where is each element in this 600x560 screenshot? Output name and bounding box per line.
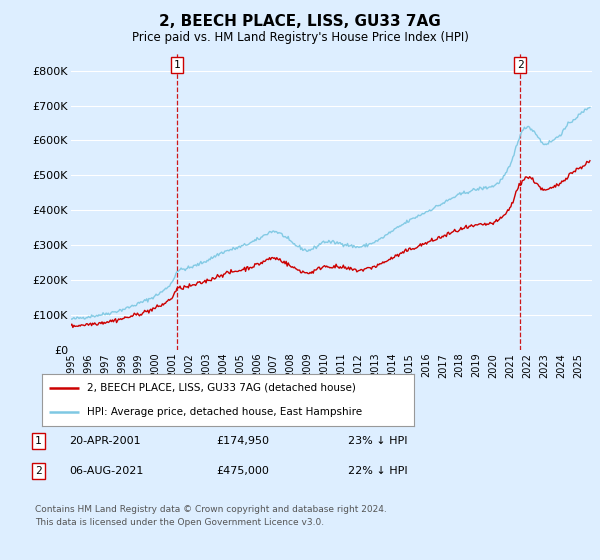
Text: 2: 2 [35, 466, 41, 476]
Text: Price paid vs. HM Land Registry's House Price Index (HPI): Price paid vs. HM Land Registry's House … [131, 31, 469, 44]
Text: 06-AUG-2021: 06-AUG-2021 [69, 466, 143, 476]
Text: 20-APR-2001: 20-APR-2001 [69, 436, 140, 446]
Text: 2: 2 [517, 60, 524, 70]
Text: 2, BEECH PLACE, LISS, GU33 7AG (detached house): 2, BEECH PLACE, LISS, GU33 7AG (detached… [86, 382, 356, 393]
Text: 23% ↓ HPI: 23% ↓ HPI [348, 436, 407, 446]
Text: 2, BEECH PLACE, LISS, GU33 7AG: 2, BEECH PLACE, LISS, GU33 7AG [159, 14, 441, 29]
Text: 22% ↓ HPI: 22% ↓ HPI [348, 466, 407, 476]
Text: £475,000: £475,000 [216, 466, 269, 476]
Text: £174,950: £174,950 [216, 436, 269, 446]
Text: HPI: Average price, detached house, East Hampshire: HPI: Average price, detached house, East… [86, 407, 362, 417]
Text: 1: 1 [174, 60, 181, 70]
Text: 1: 1 [35, 436, 41, 446]
Text: Contains HM Land Registry data © Crown copyright and database right 2024.
This d: Contains HM Land Registry data © Crown c… [35, 505, 386, 526]
